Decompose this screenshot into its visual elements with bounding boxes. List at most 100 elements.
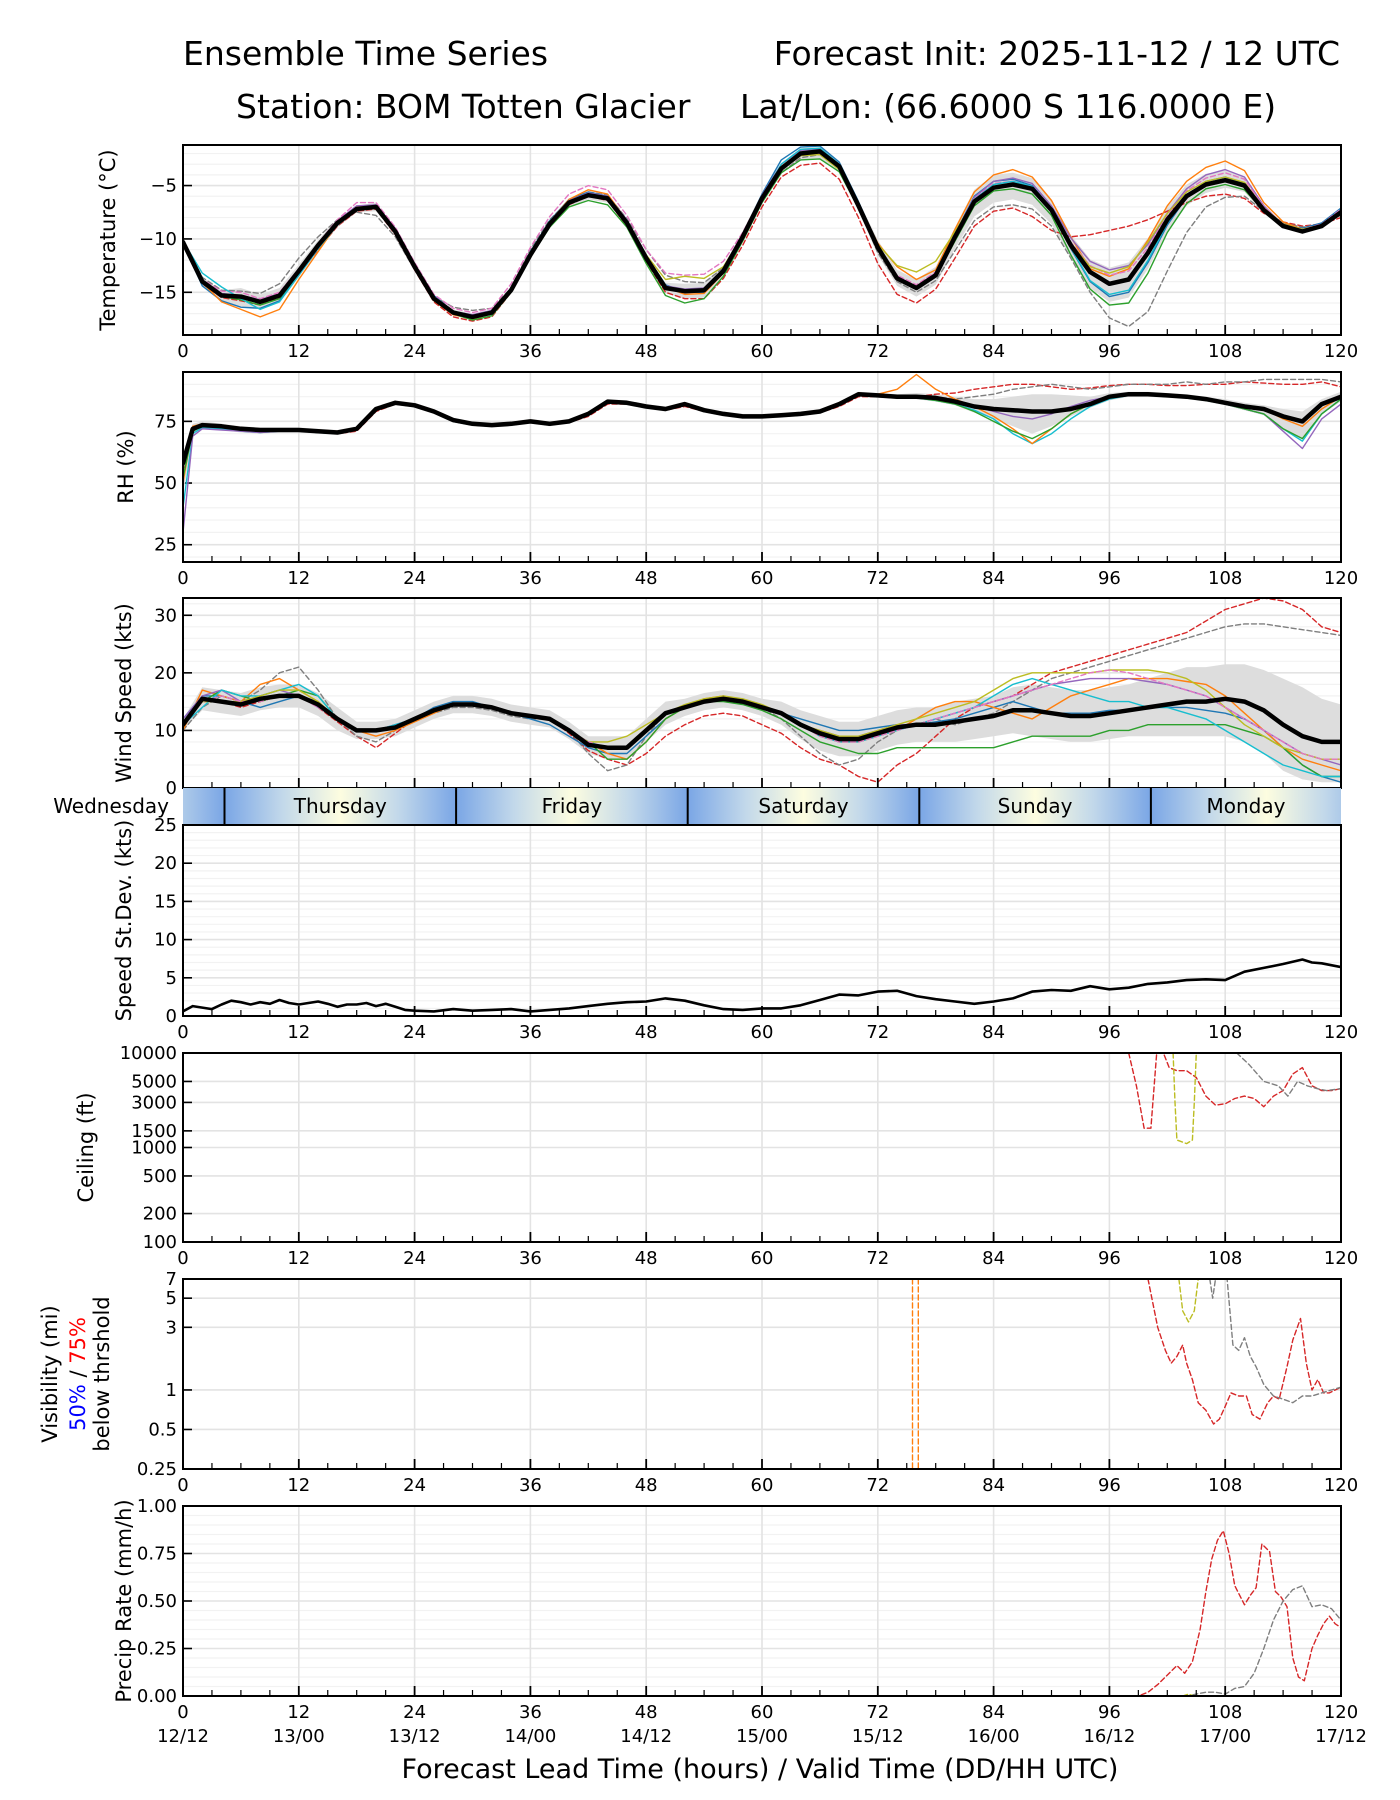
x-tick-label: 48 [635, 1475, 658, 1496]
day-band-fill [456, 788, 688, 824]
x-tick-label: 24 [403, 1248, 426, 1269]
panel-frame [182, 371, 1342, 563]
x-tick-label: 60 [751, 1022, 774, 1043]
x-tick-label: 12 [287, 1475, 310, 1496]
y-tick-label: 0.25 [137, 1459, 177, 1480]
ensemble-member-line [1128, 1053, 1341, 1129]
day-band-fill [183, 788, 225, 824]
x-tick-label: 108 [1208, 341, 1242, 362]
x-tick-label: 0 [177, 1702, 188, 1723]
day-band-friday: Friday [455, 788, 688, 824]
y-tick-label: 0.00 [137, 1686, 177, 1707]
y-tick-label: 25 [154, 815, 177, 836]
x-tick-label: 96 [1098, 1702, 1121, 1723]
day-band-fill [1150, 788, 1342, 824]
x-tick-label: 12 [287, 1248, 310, 1269]
valid-time-label: 17/00 [1199, 1726, 1251, 1747]
ensemble-spread-band [183, 391, 1341, 496]
x-tick-label: 72 [866, 568, 889, 589]
x-tick-label: 36 [519, 1702, 542, 1723]
x-tick-label: 60 [751, 568, 774, 589]
day-label: Friday [542, 794, 603, 818]
plot-area [183, 373, 1341, 534]
y-axis-label: Ceiling (ft) [74, 1092, 98, 1202]
threshold-50-label: 50% [66, 1384, 90, 1431]
x-tick-label: 84 [982, 1022, 1005, 1043]
x-tick-label: 120 [1324, 568, 1358, 589]
y-tick-label: −15 [139, 282, 177, 303]
y-tick-label: 10 [154, 720, 177, 741]
x-tick-label: 0 [177, 341, 188, 362]
y-tick-label: 0.50 [137, 1591, 177, 1612]
x-tick-label: 108 [1208, 1022, 1242, 1043]
x-tick-label: 84 [982, 341, 1005, 362]
day-label: Saturday [758, 794, 848, 818]
valid-time-label: 14/12 [620, 1726, 672, 1747]
panel-frame [182, 1052, 1342, 1243]
x-tick-label: 84 [982, 1702, 1005, 1723]
day-band-thursday: Thursday [223, 788, 457, 824]
y-axis-label-below: below thrshold [90, 1296, 114, 1451]
y-tick-label: 30 [154, 605, 177, 626]
y-tick-label: 100 [143, 1232, 177, 1253]
valid-time-label: 12/12 [157, 1726, 209, 1747]
x-tick-label: 36 [519, 568, 542, 589]
x-tick-label: 108 [1208, 1475, 1242, 1496]
ensemble-spread-band [183, 664, 1341, 783]
y-tick-label: 50 [154, 473, 177, 494]
day-band-wednesday: Wednesday [53, 788, 225, 824]
y-tick-label: 500 [143, 1166, 177, 1187]
x-tick-label: 108 [1208, 1702, 1242, 1723]
x-tick-label: 0 [177, 1475, 188, 1496]
ensemble-member-line [1176, 1585, 1341, 1696]
day-label: Wednesday [53, 794, 169, 818]
valid-time-label: 13/00 [273, 1726, 325, 1747]
figure-title: Ensemble Time Series [183, 34, 548, 73]
x-tick-label: 12 [287, 341, 310, 362]
x-tick-label: 120 [1324, 341, 1358, 362]
panel-frame [182, 144, 1342, 336]
visibility-panel: 0.25 0.5 1 3 57 0 12 24 36 48 60 72 84 96 108 120 Visibi… [38, 1269, 1358, 1496]
x-tick-label: 0 [177, 1022, 188, 1043]
y-tick-label: 5000 [131, 1071, 177, 1092]
ensemble-member-line [1236, 1053, 1341, 1097]
forecast-init-label: Forecast Init: 2025-11-12 / 12 UTC [774, 34, 1340, 73]
ensemble-mean-line [183, 391, 1341, 466]
day-label: Monday [1206, 794, 1285, 818]
y-tick-label: 1 [166, 1380, 177, 1401]
y-tick-label: 20 [154, 853, 177, 874]
panel-frame [182, 1505, 1342, 1697]
x-tick-label: 36 [519, 1248, 542, 1269]
y-tick-label: 200 [143, 1204, 177, 1225]
x-tick-label: 120 [1324, 1248, 1358, 1269]
panel-frame [182, 1278, 1342, 1470]
x-tick-label: 48 [635, 568, 658, 589]
x-tick-label: 12 [287, 1702, 310, 1723]
y-tick-label: 75 [154, 411, 177, 432]
day-label: Sunday [998, 794, 1073, 818]
x-tick-label: 36 [519, 1475, 542, 1496]
ensemble-member-line [183, 152, 1341, 314]
ensemble-member-line [1178, 1279, 1199, 1323]
x-tick-label: 60 [751, 341, 774, 362]
y-tick-label: 0 [166, 1006, 177, 1027]
valid-time-label: 17/12 [1315, 1726, 1367, 1747]
temperature-panel: −15 −10 −5 0 12 24 36 48 60 72 84 96 108 120 Temperatu… [96, 144, 1358, 362]
valid-time-label: 15/12 [852, 1726, 904, 1747]
y-tick-label: 5 [166, 1288, 177, 1309]
x-tick-label: 84 [982, 1248, 1005, 1269]
day-band-fill [224, 788, 457, 824]
x-tick-label: 84 [982, 568, 1005, 589]
x-tick-label: 24 [403, 1022, 426, 1043]
ensemble-mean-line [183, 149, 1341, 320]
x-tick-label: 108 [1208, 1248, 1242, 1269]
y-tick-label: 3000 [131, 1092, 177, 1113]
wind-speed-panel: 0 10 20 30 Wind Speed (kts) [112, 597, 1342, 799]
x-tick-label: 24 [403, 568, 426, 589]
y-tick-label: 1000 [131, 1138, 177, 1159]
x-tick-label: 96 [1098, 1022, 1121, 1043]
y-axis-label: Visibility (mi) [38, 1305, 62, 1442]
panel-frame [182, 824, 1342, 1017]
plot-area [183, 958, 1341, 1013]
